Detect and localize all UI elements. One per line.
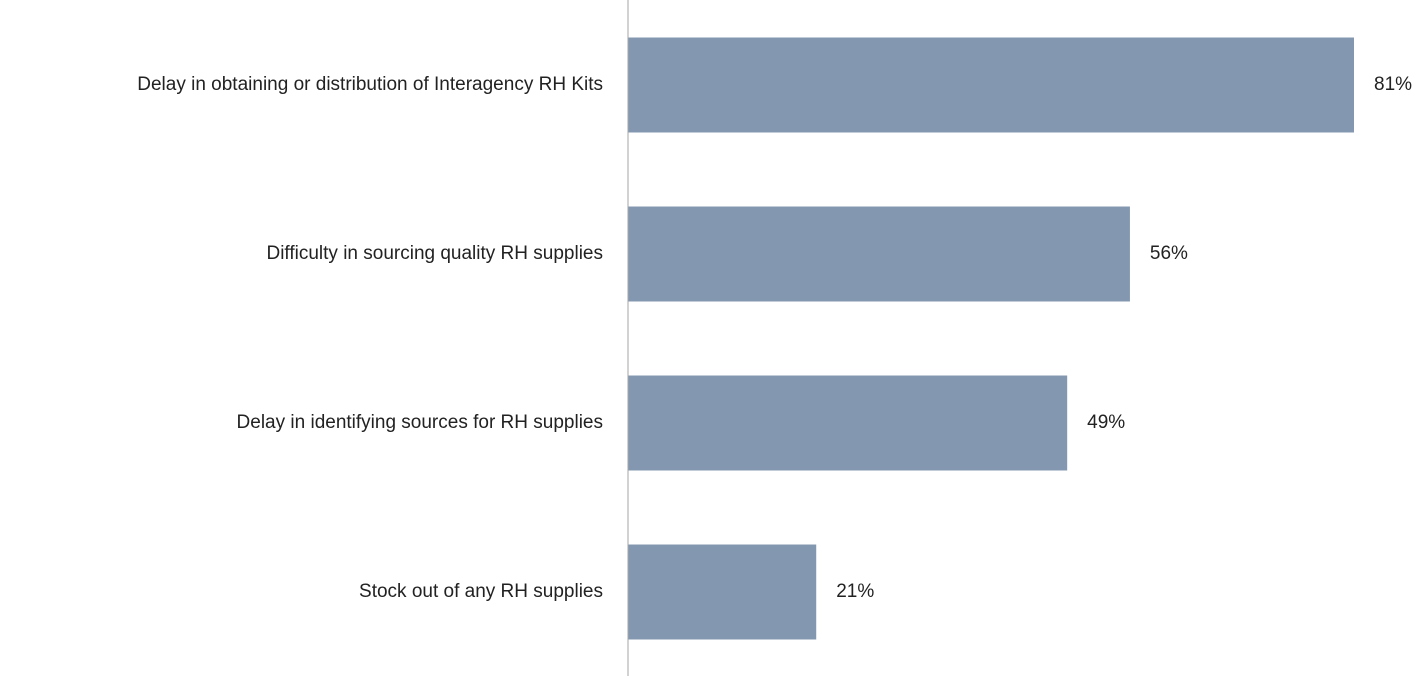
value-label: 81% bbox=[1374, 74, 1412, 95]
category-label: Delay in identifying sources for RH supp… bbox=[237, 412, 603, 433]
value-label: 56% bbox=[1150, 243, 1188, 264]
bar bbox=[628, 544, 817, 640]
bar bbox=[628, 375, 1068, 471]
value-label: 49% bbox=[1087, 412, 1125, 433]
value-label: 21% bbox=[836, 581, 874, 602]
category-label: Delay in obtaining or distribution of In… bbox=[137, 74, 603, 95]
bar bbox=[628, 206, 1130, 302]
category-label: Stock out of any RH supplies bbox=[359, 581, 603, 602]
bar bbox=[628, 37, 1354, 133]
category-label: Difficulty in sourcing quality RH suppli… bbox=[266, 243, 603, 264]
